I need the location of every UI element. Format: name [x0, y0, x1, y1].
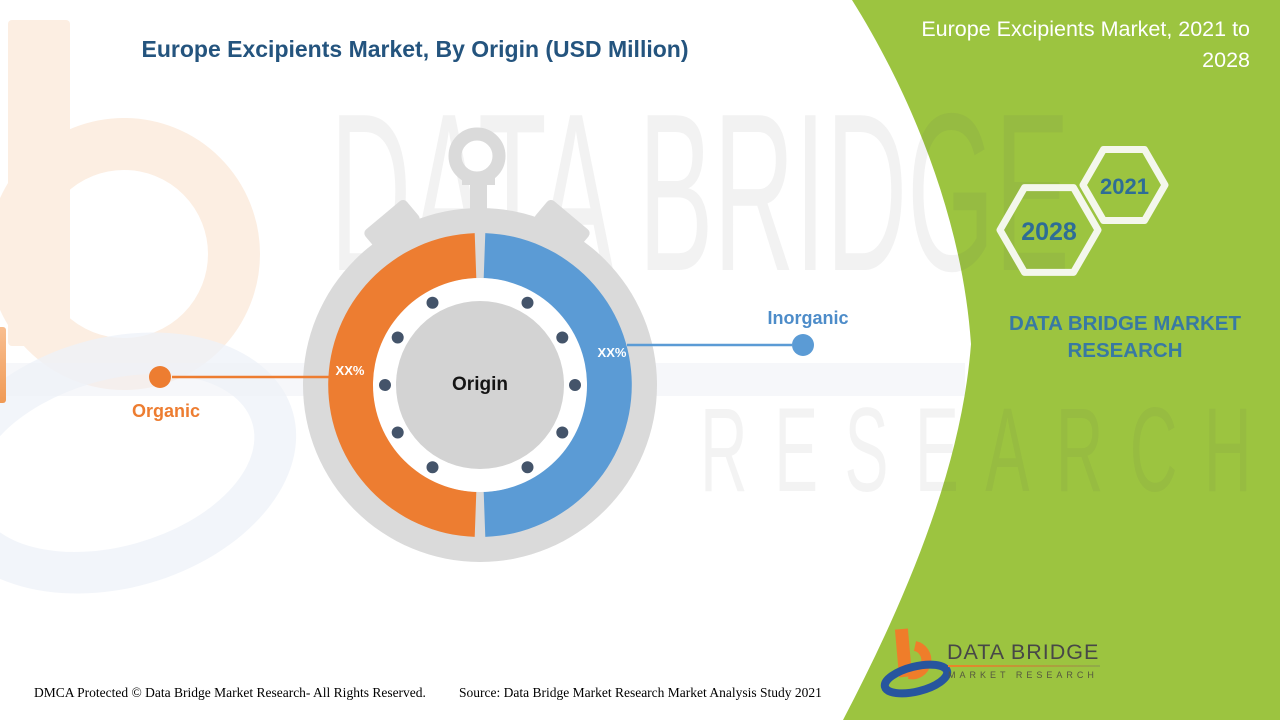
- footer-source: Source: Data Bridge Market Research Mark…: [459, 685, 822, 700]
- inorganic-leader-dot: [792, 334, 814, 356]
- logo-divider: [948, 665, 1100, 667]
- legend-label-inorganic: Inorganic: [767, 308, 849, 328]
- footer-dmca: DMCA Protected © Data Bridge Market Rese…: [34, 685, 426, 700]
- hexagon-year-2028: 2028: [1021, 218, 1077, 246]
- logo-swoosh: [880, 660, 952, 698]
- watermark-data-bridge: DATA BRIDGE: [330, 66, 1070, 318]
- value-label-organic: XX%: [335, 363, 365, 378]
- banner-heading: Europe Excipients Market, 2021 to 2028: [921, 17, 1250, 72]
- brand-text: DATA BRIDGE MARKET RESEARCH: [1009, 312, 1241, 362]
- logo-b-bowl: [907, 641, 932, 680]
- page-title: Europe Excipients Market, By Origin (USD…: [141, 36, 689, 62]
- legend-label-organic: Organic: [131, 401, 201, 421]
- logo-b-mark: [880, 628, 952, 698]
- watermark-research: RESEARCH: [700, 383, 1278, 517]
- left-edge-orange-strip: [0, 327, 6, 403]
- hexagon-year-2021: 2021: [1100, 174, 1149, 199]
- chart-center-label: Origin: [452, 374, 508, 395]
- logo-subtitle: MARKET RESEARCH: [948, 670, 1098, 680]
- value-label-inorganic: XX%: [597, 345, 627, 360]
- logo-b-stem: [894, 628, 913, 678]
- logo-title: DATA BRIDGE: [947, 640, 1100, 664]
